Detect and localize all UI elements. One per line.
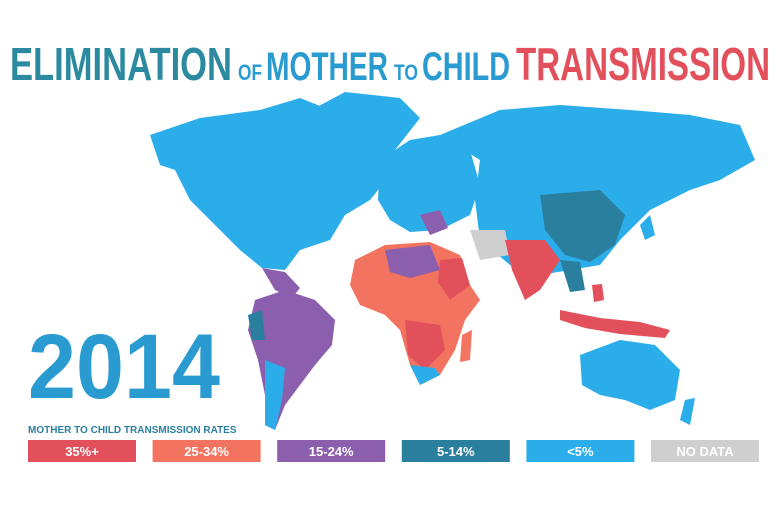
africa-northeast bbox=[438, 258, 470, 300]
legend-title: MOTHER TO CHILD TRANSMISSION RATES bbox=[28, 425, 237, 436]
legend-label: 25-34% bbox=[184, 444, 229, 459]
legend-label: 35%+ bbox=[65, 444, 99, 459]
year: 2014 bbox=[28, 316, 220, 418]
title-part: MOTHER bbox=[266, 45, 388, 89]
australia bbox=[580, 340, 680, 410]
europe bbox=[378, 135, 480, 232]
middle-east-nodata bbox=[470, 230, 510, 260]
africa-south-central bbox=[405, 320, 445, 370]
legend-label: 5-14% bbox=[437, 444, 475, 459]
central-america bbox=[262, 268, 300, 298]
title-part: OF bbox=[238, 60, 262, 85]
greenland bbox=[315, 92, 420, 172]
legend-swatch bbox=[152, 440, 261, 462]
legend: 35%+ 25-34% 15-24% 5-14% <5% NO DATA bbox=[28, 440, 759, 462]
madagascar bbox=[460, 330, 472, 362]
south-america-west bbox=[248, 310, 265, 340]
china bbox=[540, 190, 625, 262]
indonesia bbox=[560, 310, 670, 338]
legend-swatch bbox=[28, 440, 136, 462]
north-america bbox=[150, 98, 390, 270]
legend-label: <5% bbox=[567, 444, 594, 459]
india bbox=[505, 240, 560, 300]
south-america-south bbox=[265, 360, 285, 430]
title-part: ELIMINATION bbox=[10, 38, 232, 90]
title-part: CHILD bbox=[422, 45, 510, 89]
europe-east bbox=[420, 210, 448, 235]
legend-swatch bbox=[526, 440, 635, 462]
world-map bbox=[150, 92, 755, 430]
legend-swatch bbox=[651, 440, 759, 462]
legend-swatch bbox=[401, 440, 510, 462]
title-part: TRANSMISSION bbox=[516, 38, 770, 90]
asia bbox=[440, 105, 755, 275]
philippines bbox=[592, 284, 604, 302]
africa-north bbox=[385, 245, 440, 278]
legend-label: 15-24% bbox=[309, 444, 354, 459]
japan bbox=[640, 215, 655, 240]
title-part: TO bbox=[394, 60, 418, 85]
africa-south bbox=[410, 365, 440, 385]
legend-swatch bbox=[277, 440, 386, 462]
new-zealand bbox=[680, 398, 695, 425]
southeast-asia bbox=[560, 260, 585, 292]
legend-label: NO DATA bbox=[676, 444, 734, 459]
